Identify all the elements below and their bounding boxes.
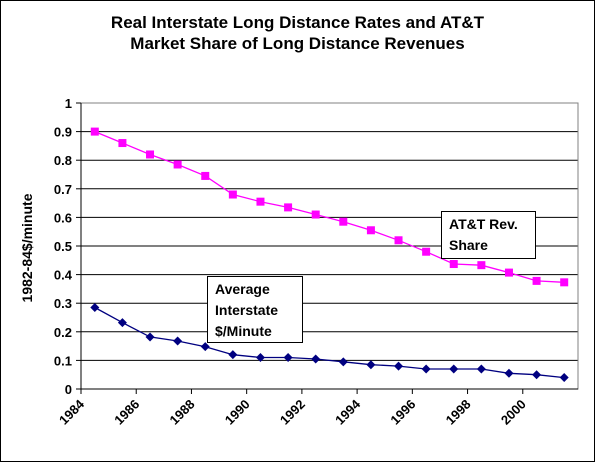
y-tick-label: 0.1 [54, 353, 72, 368]
x-tick-label: 1998 [443, 397, 474, 428]
data-point [394, 361, 404, 371]
data-point [421, 364, 431, 374]
data-point [146, 150, 155, 159]
series-layer [90, 127, 569, 383]
data-point [504, 268, 513, 277]
data-point [366, 360, 376, 370]
x-tick-label: 1984 [56, 396, 88, 428]
x-tick-label: 1988 [167, 397, 198, 428]
y-tick-label: 0.9 [54, 125, 72, 140]
series-label-att-share: AT&T Rev. Share [441, 211, 536, 259]
series-line-0 [94, 130, 565, 283]
y-axis: 0 0.1 0.2 0.3 0.4 0.5 0.6 0.7 0.8 0.9 1 [54, 96, 82, 397]
chart-title-line-1: Real Interstate Long Distance Rates and … [110, 13, 485, 32]
data-point [201, 171, 210, 180]
y-tick-label: 0 [65, 382, 72, 397]
data-point [532, 276, 541, 285]
data-point [311, 210, 320, 219]
data-point [255, 353, 265, 363]
x-tick-label: 1990 [222, 397, 253, 428]
x-tick-label: 1994 [332, 396, 364, 428]
y-tick-label: 0.2 [54, 325, 72, 340]
data-point [477, 261, 486, 270]
data-point [118, 139, 127, 148]
data-point [504, 368, 514, 378]
data-point [449, 364, 459, 374]
data-point [200, 342, 210, 352]
data-point [559, 373, 569, 383]
series-label-average-rate: Average Interstate $/Minute [207, 276, 303, 343]
data-point [145, 332, 155, 342]
x-tick-label: 1986 [111, 397, 142, 428]
y-tick-label: 0.8 [54, 153, 72, 168]
series-label-att-line-1: AT&T Rev. [449, 216, 518, 232]
data-point [422, 247, 431, 256]
data-point [532, 370, 542, 380]
y-tick-label: 1 [65, 96, 72, 111]
y-tick-label: 0.3 [54, 296, 72, 311]
series-label-average-line-3: $/Minute [215, 323, 272, 339]
y-tick-label: 0.5 [54, 239, 72, 254]
data-point [256, 197, 265, 206]
data-point [284, 203, 293, 212]
y-tick-label: 0.7 [54, 182, 72, 197]
data-point [311, 354, 321, 364]
data-point [173, 336, 183, 346]
data-point [338, 357, 348, 367]
chart-title: Real Interstate Long Distance Rates and … [0, 12, 595, 54]
y-tick-label: 0.6 [54, 210, 72, 225]
data-point [394, 236, 403, 245]
data-point [339, 217, 348, 226]
y-tick-label: 0.4 [54, 268, 73, 283]
chart-title-line-2: Market Share of Long Distance Revenues [130, 34, 465, 53]
data-point [476, 364, 486, 374]
data-point [173, 160, 182, 169]
data-point [560, 278, 569, 287]
x-tick-label: 1996 [387, 397, 418, 428]
data-point [90, 127, 99, 136]
series-label-att-line-2: Share [449, 237, 488, 253]
data-point [283, 353, 293, 363]
data-point [228, 350, 238, 360]
data-point [228, 190, 237, 199]
series-line-1 [94, 306, 565, 379]
x-tick-label: 1992 [277, 397, 308, 428]
x-tick-label: 2000 [498, 397, 529, 428]
x-axis: 1984 1986 1988 1990 1992 1994 1996 1998 2000 [56, 388, 578, 428]
series-label-average-line-1: Average [215, 281, 270, 297]
data-point [366, 226, 375, 235]
data-point [90, 302, 100, 312]
data-point [117, 318, 127, 328]
data-point [449, 260, 458, 269]
y-axis-title: 1982-84$/minute [19, 193, 35, 302]
series-label-average-line-2: Interstate [215, 302, 279, 318]
